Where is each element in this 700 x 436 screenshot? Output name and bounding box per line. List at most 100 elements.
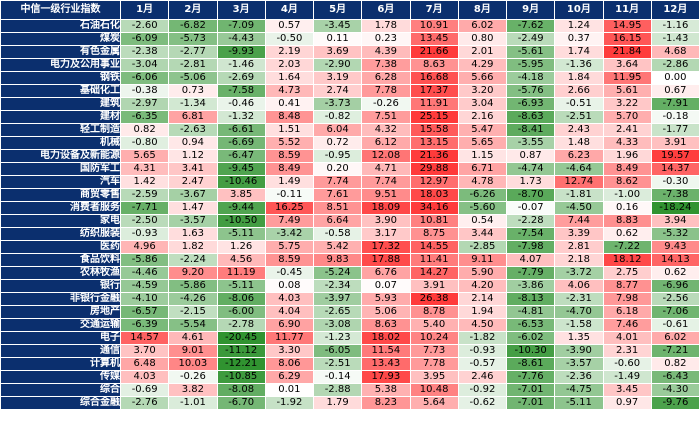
return-cell: 6.76 — [361, 266, 411, 280]
return-cell: 9.83 — [312, 253, 363, 267]
return-cell: 16.68 — [409, 71, 459, 85]
return-cell: 4.06 — [554, 279, 604, 293]
table-row: 汽车 1.42 2.47 -10.46 1.49 7.74 7.74 12.97 4.78 1.7… — [0, 175, 700, 189]
return-cell: 8.75 — [409, 227, 459, 241]
return-cell: -9.76 — [650, 396, 700, 410]
return-cell: 0.07 — [361, 279, 411, 293]
return-cell: 5.64 — [409, 396, 459, 410]
return-cell: 16.15 — [602, 32, 652, 46]
return-cell: -5.06 — [168, 71, 218, 85]
return-cell: -7.22 — [602, 240, 652, 254]
return-cell: 7.46 — [602, 318, 652, 332]
return-cell: -2.77 — [168, 45, 218, 59]
return-cell: -3.90 — [554, 344, 604, 358]
return-cell: -2.15 — [168, 305, 218, 319]
industry-label: 电力设备及新能源 — [0, 149, 121, 163]
return-cell: 6.90 — [264, 318, 315, 332]
return-cell: 2.01 — [457, 45, 508, 59]
return-cell: -20.45 — [216, 331, 266, 345]
return-cell: -0.07 — [505, 201, 556, 215]
return-cell: -2.86 — [650, 58, 700, 72]
industry-label: 商贸零售 — [0, 188, 121, 202]
return-cell: -7.58 — [216, 84, 266, 98]
return-cell: -7.76 — [505, 370, 556, 384]
table-row: 传媒 4.03 -0.26 -10.85 6.29 -0.14 17.93 3.95 2.46-… — [0, 370, 700, 384]
return-cell: 13.43 — [361, 357, 411, 371]
return-cell: -3.57 — [168, 214, 218, 228]
return-cell: -3.04 — [119, 58, 170, 72]
return-cell: 1.84 — [554, 71, 604, 85]
return-cell: 3.30 — [264, 344, 315, 358]
return-cell: -7.01 — [505, 396, 556, 410]
return-cell: 6.71 — [457, 162, 508, 176]
return-cell: -7.38 — [650, 188, 700, 202]
return-cell: -2.78 — [216, 318, 266, 332]
return-cell: 3.69 — [312, 45, 363, 59]
return-cell: -3.08 — [312, 318, 363, 332]
return-cell: -7.91 — [650, 97, 700, 111]
month-header: 4月 — [264, 0, 315, 20]
return-cell: -8.63 — [505, 110, 556, 124]
table-row: 计算机 6.48 10.03 -12.21 8.06 -2.51 13.43 7.78 -0.5… — [0, 357, 700, 371]
return-cell: 3.90 — [361, 214, 411, 228]
return-cell: 4.68 — [650, 45, 700, 59]
return-cell: 1.35 — [554, 331, 604, 345]
industry-label: 通信 — [0, 344, 121, 358]
return-cell: -7.79 — [505, 266, 556, 280]
return-cell: -8.70 — [505, 188, 556, 202]
return-cell: -1.58 — [554, 318, 604, 332]
return-cell: 0.87 — [505, 149, 556, 163]
return-cell: -0.51 — [554, 97, 604, 111]
return-cell: 1.12 — [168, 149, 218, 163]
return-cell: -5.61 — [505, 45, 556, 59]
return-cell: 6.02 — [650, 331, 700, 345]
return-cell: 2.18 — [554, 253, 604, 267]
return-cell: 26.38 — [409, 292, 459, 306]
table-row: 机械 -0.80 0.94 -6.69 5.52 0.72 6.12 13.15 5.65 -3.… — [0, 136, 700, 150]
return-cell: 1.64 — [264, 71, 315, 85]
return-cell: 1.47 — [168, 201, 218, 215]
return-cell: -5.11 — [216, 279, 266, 293]
return-cell: 8.48 — [264, 110, 315, 124]
return-cell: 15.58 — [409, 123, 459, 137]
return-cell: 4.29 — [457, 58, 508, 72]
return-cell: 11.91 — [409, 97, 459, 111]
return-cell: 17.88 — [361, 253, 411, 267]
return-cell: -2.81 — [168, 58, 218, 72]
return-cell: 0.82 — [650, 357, 700, 371]
return-cell: -4.30 — [650, 383, 700, 397]
return-cell: -2.76 — [119, 396, 170, 410]
table-row: 交通运输 -6.39 -5.54 -2.78 6.90 -3.08 8.63 5.40 4.50… — [0, 318, 700, 332]
industry-label: 传媒 — [0, 370, 121, 384]
return-cell: -3.97 — [312, 292, 363, 306]
return-cell: 8.77 — [602, 279, 652, 293]
return-cell: 1.24 — [554, 19, 604, 33]
return-cell: 4.07 — [505, 253, 556, 267]
industry-label: 综合金融 — [0, 396, 121, 410]
return-cell: -4.74 — [505, 162, 556, 176]
industry-label: 基础化工 — [0, 84, 121, 98]
return-cell: -4.81 — [505, 305, 556, 319]
return-cell: -1.43 — [650, 32, 700, 46]
return-cell: -8.06 — [216, 292, 266, 306]
return-cell: 3.22 — [602, 97, 652, 111]
return-cell: 3.82 — [168, 383, 218, 397]
return-cell: -5.32 — [650, 227, 700, 241]
return-cell: 14.13 — [650, 253, 700, 267]
return-cell: -0.45 — [264, 266, 315, 280]
return-cell: -2.65 — [312, 305, 363, 319]
return-cell: -0.92 — [457, 383, 508, 397]
industry-label: 纺织服装 — [0, 227, 121, 241]
industry-monthly-return-table: 中信一级行业指数 1月 2月 3月 4月 5月 6月 7月 8月 9月 10月 11月 12月 石油石… — [0, 0, 700, 410]
table-row: 钢铁 -6.06 -5.06 -2.69 1.64 3.19 6.28 16.68 5.66 -4… — [0, 71, 700, 85]
industry-label: 煤炭 — [0, 32, 121, 46]
return-cell: 1.94 — [457, 305, 508, 319]
table-row: 石油石化 -2.60 -6.82 -7.09 0.57 -3.45 1.78 10.91 6.0… — [0, 19, 700, 33]
return-cell: 1.26 — [216, 240, 266, 254]
return-cell: 6.04 — [312, 123, 363, 137]
return-cell: -0.61 — [650, 318, 700, 332]
return-cell: -2.34 — [312, 279, 363, 293]
return-cell: 1.79 — [312, 396, 363, 410]
table-row: 基础化工 -0.38 0.73 -7.58 4.73 2.74 7.78 17.37 3.20-… — [0, 84, 700, 98]
return-cell: 4.01 — [602, 331, 652, 345]
